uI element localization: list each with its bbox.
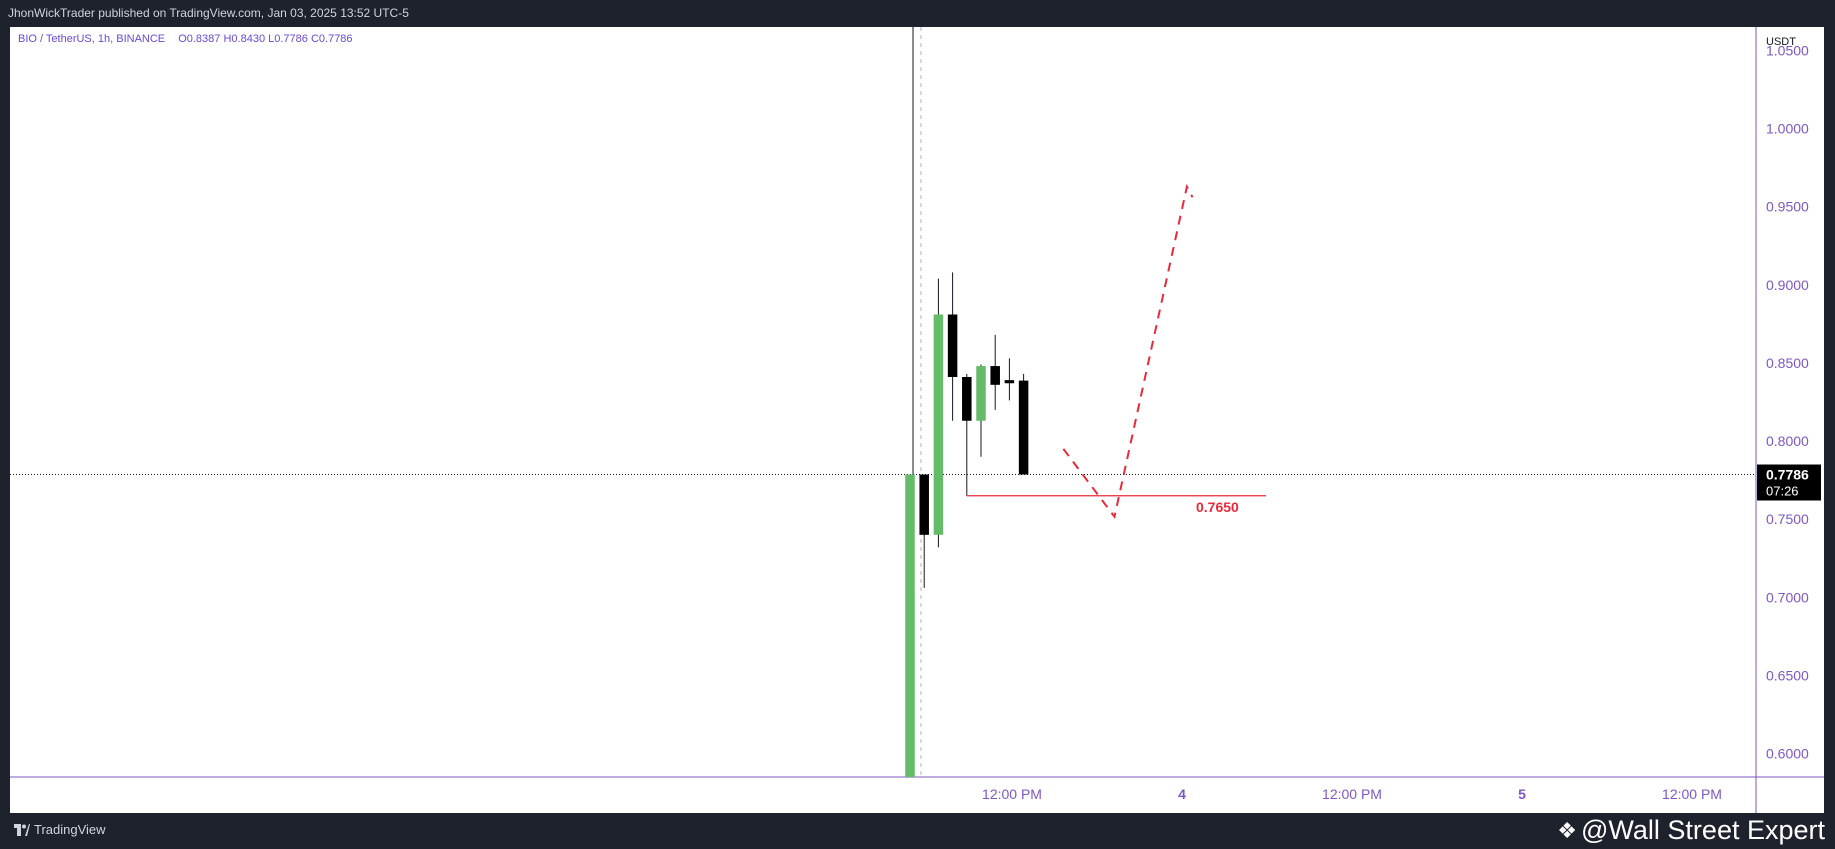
candle-body [962, 377, 972, 421]
time-tick-label: 4 [1178, 786, 1186, 802]
price-tick-label: 0.7000 [1766, 589, 1809, 605]
candle-body [1004, 380, 1015, 384]
candle-body [919, 474, 929, 535]
price-tick-label: 1.0000 [1766, 121, 1809, 137]
time-tick-label: 12:00 PM [982, 786, 1042, 802]
price-tick-label: 0.7500 [1766, 511, 1809, 527]
chart-panel[interactable]: 0.7650 USDT 0.6000 0.6500 0.7000 0.7500 0.8000… [10, 27, 1824, 813]
tradingview-logo[interactable]: TradingView [14, 822, 106, 837]
publish-info: JhonWickTrader published on TradingView.… [8, 6, 409, 20]
price-tick-label: 0.8500 [1766, 355, 1809, 371]
current-price-label: 0.7786 [1766, 467, 1809, 483]
price-tick-label: 1.0500 [1766, 42, 1809, 58]
legend-close: C0.7786 [310, 33, 353, 45]
candle-body [933, 314, 944, 535]
price-tick-label: 0.9000 [1766, 277, 1809, 293]
footer-bar: TradingView ❖ @Wall Street Expert [0, 813, 1835, 849]
candle-body [976, 366, 986, 421]
tradingview-logo-icon [14, 823, 30, 836]
diamond-icon: ❖ [1557, 817, 1578, 843]
chart-canvas[interactable]: 0.7650 USDT 0.6000 0.6500 0.7000 0.7500 0.8000… [10, 27, 1824, 813]
legend-open: O0.8387 [178, 33, 221, 45]
countdown-label: 07:26 [1766, 484, 1799, 499]
candle-body [947, 314, 958, 377]
symbol-legend: BIO / TetherUS, 1h, BINANCE O0.8387 H0.8… [18, 33, 353, 45]
price-tick-label: 0.6000 [1766, 746, 1809, 762]
current-price-badge [1757, 464, 1821, 501]
currency-label: USDT [1766, 36, 1796, 48]
symbol-info: BIO / TetherUS, 1h, BINANCE [18, 33, 166, 45]
legend-high: H0.8430 [223, 33, 266, 45]
watermark: ❖ @Wall Street Expert [1557, 815, 1825, 846]
time-tick-label: 5 [1518, 786, 1526, 802]
time-tick-label: 12:00 PM [1322, 786, 1382, 802]
price-tick-label: 0.8000 [1766, 433, 1809, 449]
projection-path [1062, 183, 1194, 520]
price-tick-label: 0.6500 [1766, 667, 1809, 683]
time-tick-label: 12:00 PM [1662, 786, 1722, 802]
candle-body [990, 366, 1000, 385]
support-level-label: 0.7650 [1196, 499, 1239, 515]
publish-header: JhonWickTrader published on TradingView.… [0, 0, 1835, 27]
price-tick-label: 0.9500 [1766, 199, 1809, 215]
tradingview-brand: TradingView [34, 822, 106, 837]
candle-body [905, 474, 915, 777]
watermark-text: @Wall Street Expert [1581, 815, 1825, 845]
candle-body [1018, 380, 1029, 475]
legend-low: L0.7786 [268, 33, 308, 45]
